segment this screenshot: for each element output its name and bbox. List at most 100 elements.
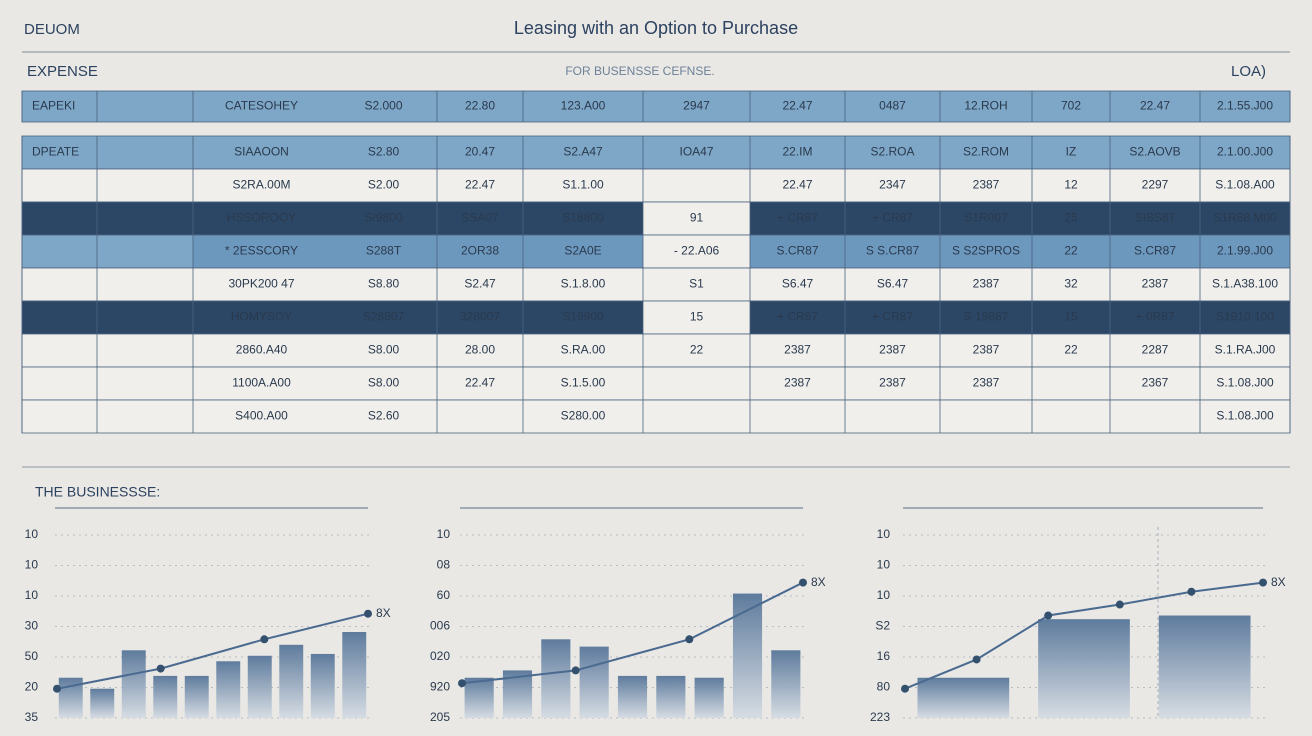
table-cell xyxy=(437,400,523,433)
cell-text: 2860.A40 xyxy=(236,343,288,357)
y-tick-label: 30 xyxy=(25,619,39,633)
table-cell xyxy=(1110,136,1200,169)
bar xyxy=(771,650,801,718)
y-tick-label: 006 xyxy=(430,619,450,633)
table-cell xyxy=(97,136,193,169)
cell-text: 22 xyxy=(1064,343,1078,357)
table-cell xyxy=(1200,268,1290,301)
section-left: EXPENSE xyxy=(27,63,98,80)
cell-text: S2.A47 xyxy=(563,145,603,159)
table-cell xyxy=(845,169,940,202)
table-cell xyxy=(1110,91,1200,122)
table-cell xyxy=(1032,334,1110,367)
bar xyxy=(656,675,686,718)
table-cell xyxy=(330,400,437,433)
cell-text: SSA07 xyxy=(461,211,499,225)
cell-text: 0487 xyxy=(879,99,906,113)
cell-text: 2387 xyxy=(784,376,811,390)
table-cell xyxy=(523,202,643,235)
table-cell xyxy=(22,334,97,367)
trend-point xyxy=(458,679,466,688)
bar xyxy=(121,650,146,718)
y-tick-label: 223 xyxy=(870,710,890,724)
cell-text: S2.ROA xyxy=(870,145,914,159)
table-cell xyxy=(940,202,1032,235)
cell-text: 2OR38 xyxy=(461,244,499,258)
trend-point xyxy=(364,609,372,618)
table-cell xyxy=(97,202,193,235)
table-cell xyxy=(193,202,330,235)
bar xyxy=(153,675,178,718)
cell-text: S8.00 xyxy=(368,376,400,390)
table-cell xyxy=(845,334,940,367)
bar xyxy=(90,688,115,718)
section-title: THE BUSINESSSE: xyxy=(35,484,160,500)
row-border xyxy=(21,90,1291,123)
trend-line xyxy=(461,581,804,685)
table-cell xyxy=(22,400,97,433)
cell-text: S19900 xyxy=(562,310,604,324)
table-cell xyxy=(1032,268,1110,301)
cell-text: 20.47 xyxy=(465,145,495,159)
table-cell xyxy=(940,268,1032,301)
trend-point xyxy=(1259,578,1267,587)
table-cell xyxy=(330,136,437,169)
table-cell xyxy=(845,235,940,268)
table-cell xyxy=(193,268,330,301)
bar xyxy=(279,644,304,718)
table-cell xyxy=(1200,334,1290,367)
cell-text: S.CR87 xyxy=(776,244,818,258)
y-tick-label: 80 xyxy=(877,680,891,694)
table-cell xyxy=(1032,367,1110,400)
table-cell xyxy=(750,268,845,301)
table-cell xyxy=(643,400,750,433)
cell-text: 22.47 xyxy=(465,376,495,390)
table-cell xyxy=(643,202,750,235)
cell-text: S.1.A38.100 xyxy=(1212,277,1278,291)
table-cell xyxy=(330,334,437,367)
table-cell xyxy=(523,169,643,202)
cell-text: 22 xyxy=(1064,244,1078,258)
y-tick-label: 10 xyxy=(877,588,891,602)
trend-point xyxy=(53,684,61,693)
cell-text: S2A0E xyxy=(564,244,601,258)
brand: DEUOM xyxy=(24,21,80,38)
cell-text: IZ xyxy=(1066,145,1077,159)
cell-text: DPEATE xyxy=(32,145,79,159)
y-tick-label: 920 xyxy=(430,680,450,694)
table-cell xyxy=(1200,136,1290,169)
cell-text: S2RA.00M xyxy=(232,178,290,192)
trend-point xyxy=(901,684,909,693)
cell-text: S S2SPROS xyxy=(952,244,1020,258)
cell-text: + 0R87 xyxy=(1135,310,1174,324)
bar xyxy=(617,675,648,718)
table-cell xyxy=(1200,91,1290,122)
cell-text: S.CR87 xyxy=(1134,244,1176,258)
trend-point xyxy=(156,664,165,673)
table-cell xyxy=(193,169,330,202)
table-cell xyxy=(940,301,1032,334)
table-cell xyxy=(1200,202,1290,235)
cell-text: S280.00 xyxy=(561,409,606,423)
table-cell xyxy=(750,367,845,400)
y-tick-label: S2 xyxy=(875,619,890,633)
table-cell xyxy=(940,367,1032,400)
table-cell xyxy=(845,268,940,301)
cell-text: 15 xyxy=(690,310,704,324)
cell-text: 28.00 xyxy=(465,343,495,357)
table-cell xyxy=(1110,334,1200,367)
cell-text: 12 xyxy=(1064,178,1078,192)
table-cell xyxy=(22,268,97,301)
cell-text: + CR87 xyxy=(872,211,913,225)
table-cell xyxy=(523,235,643,268)
table-cell xyxy=(193,334,330,367)
bar xyxy=(732,593,763,718)
table-cell xyxy=(750,136,845,169)
y-tick-label: 10 xyxy=(437,527,451,541)
cell-text: 2297 xyxy=(1142,178,1169,192)
table-cell xyxy=(845,400,940,433)
trend-point xyxy=(685,635,694,644)
table-cell xyxy=(437,136,523,169)
table-cell xyxy=(643,169,750,202)
